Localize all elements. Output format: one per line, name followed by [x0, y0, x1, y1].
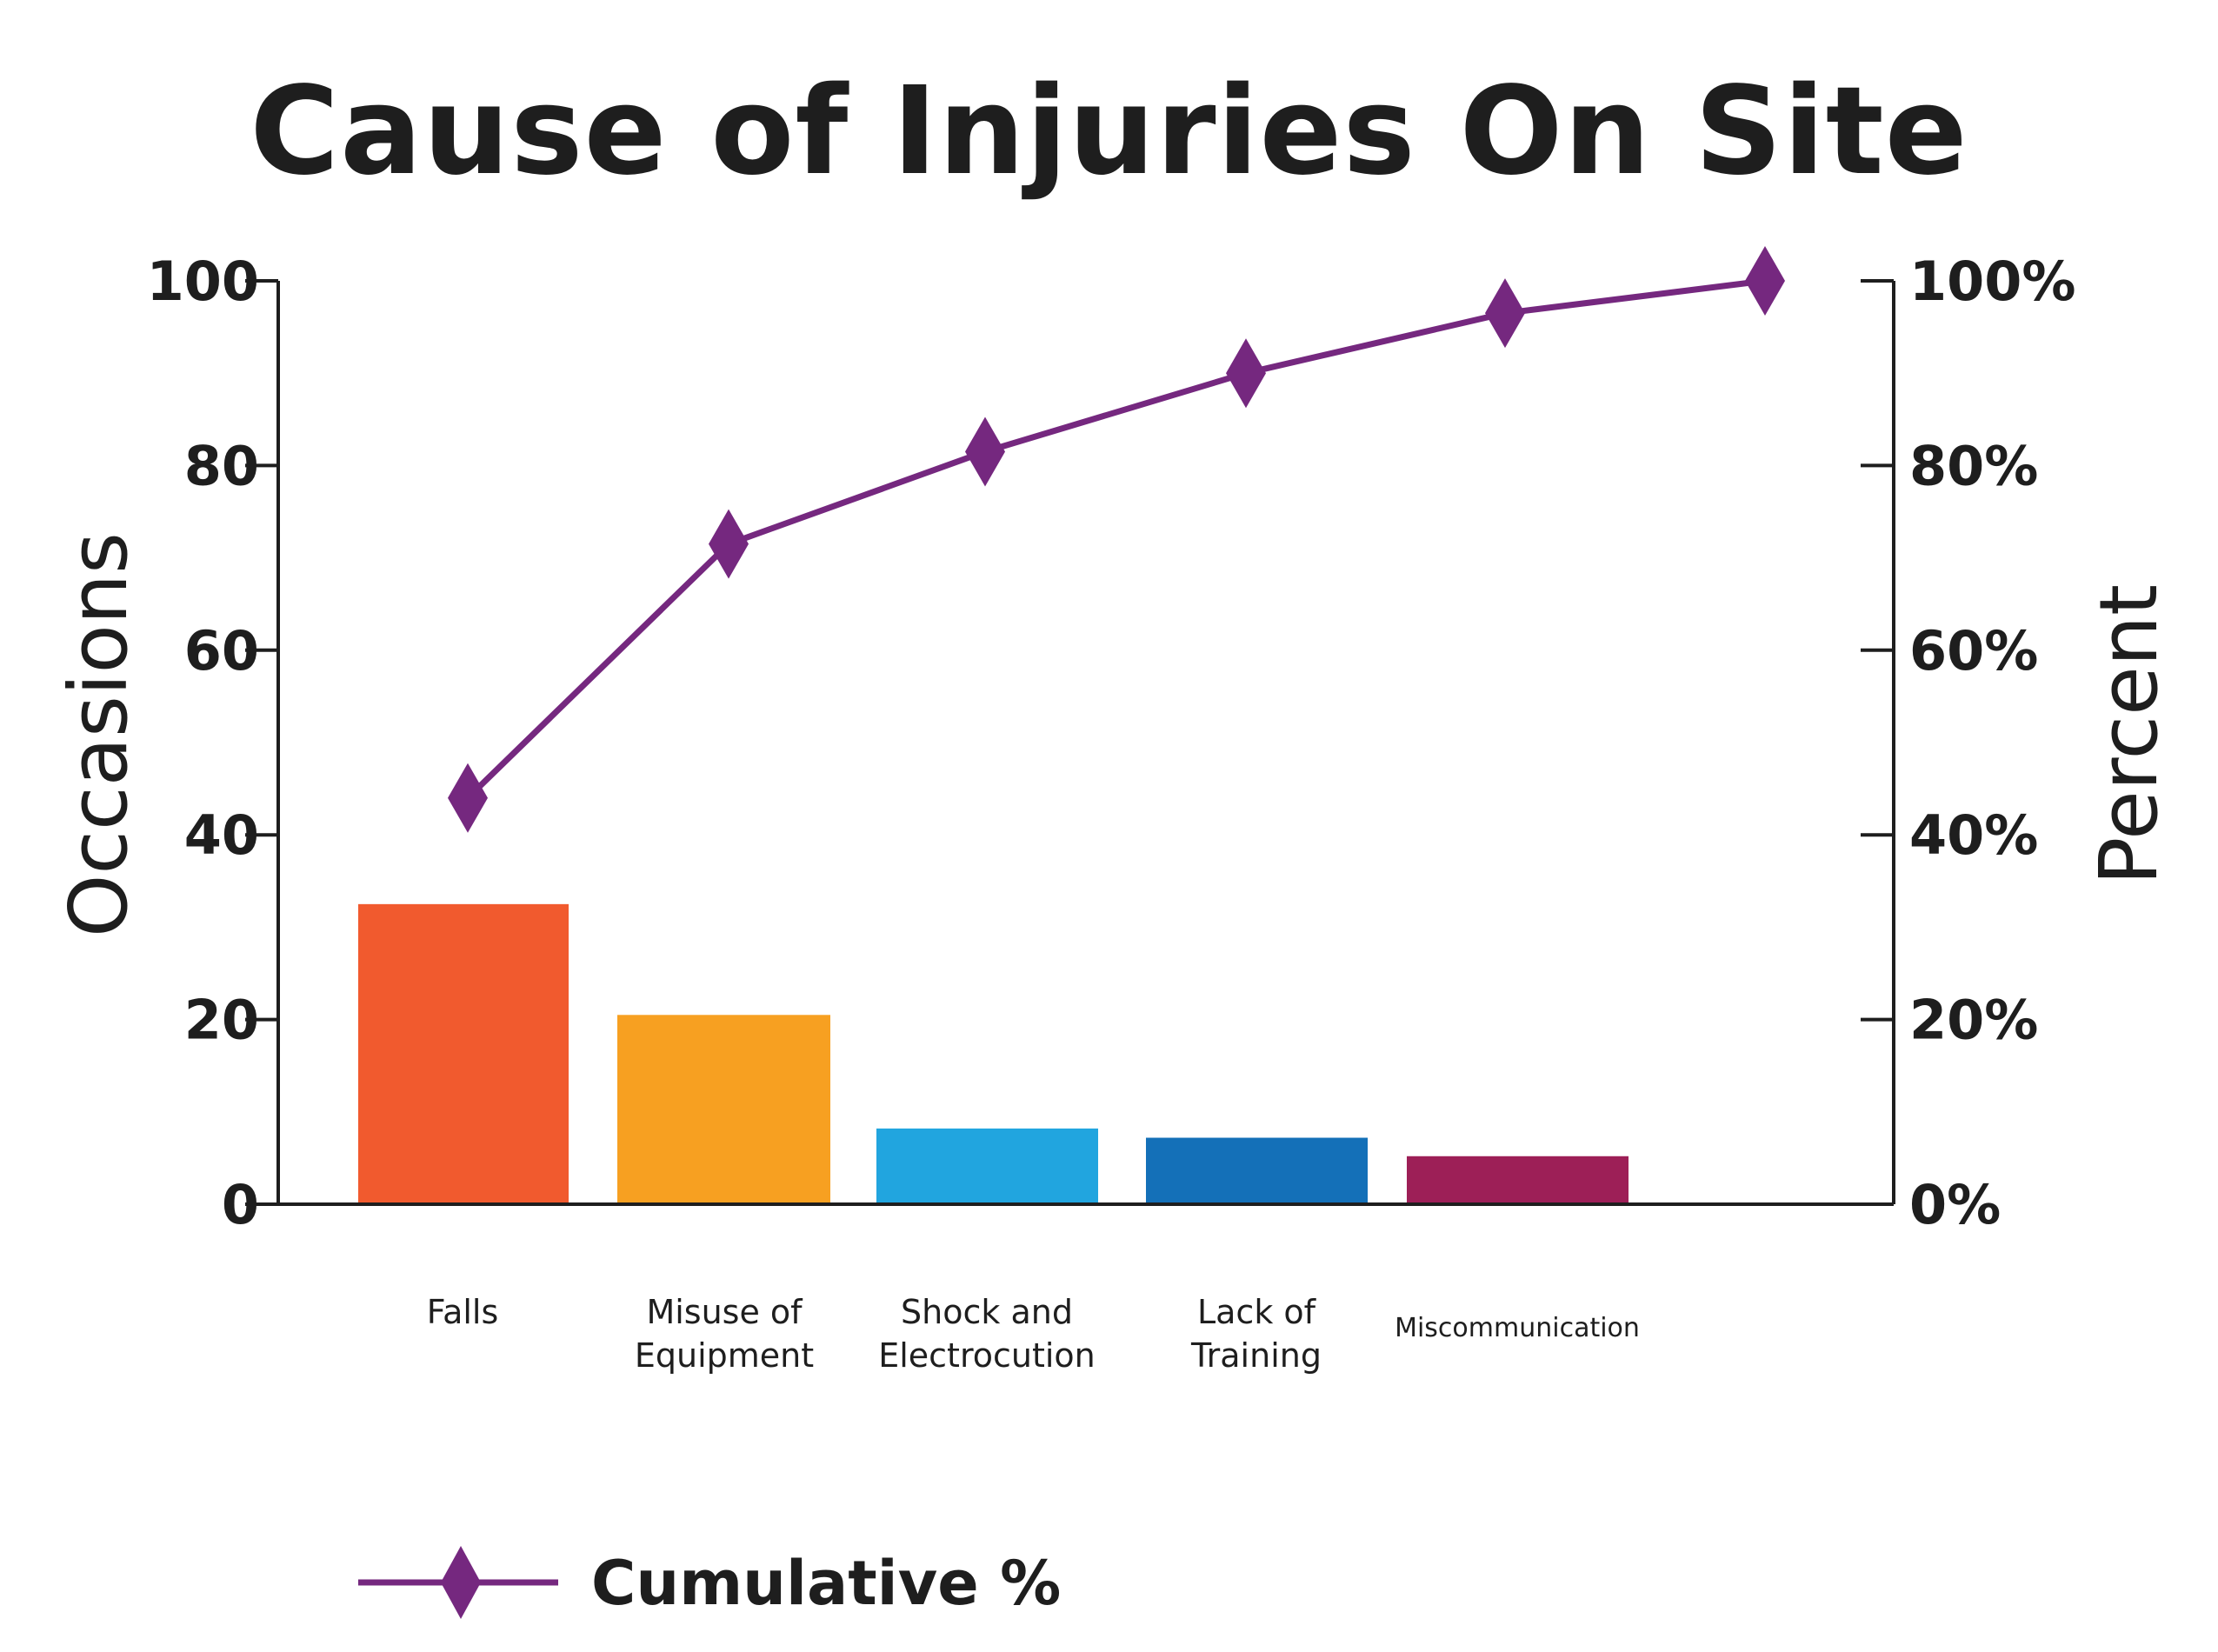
cumulative-line — [465, 277, 1766, 801]
y-tick-label-right: 20% — [1909, 989, 2038, 1052]
y-axis-title-left: Occasions — [52, 532, 145, 937]
bar-lack-of-training — [1146, 1137, 1368, 1204]
bar-shock-and-electrocution — [876, 1128, 1098, 1204]
x-category-label: Shock and Electrocution — [878, 1293, 1096, 1375]
y-tick-label-right: 40% — [1909, 803, 2038, 867]
y-tick-label-right: 100% — [1909, 250, 2076, 313]
y-tick-label-left: 40 — [184, 803, 259, 867]
cumulative-point-marker — [965, 416, 1005, 487]
y-tick-label-left: 20 — [184, 989, 259, 1052]
x-category-label: Miscommunication — [1395, 1313, 1640, 1343]
y-tick-label-left: 80 — [184, 434, 259, 497]
y-tick-label-left: 60 — [184, 619, 259, 683]
x-category-label: Lack of Training — [1190, 1293, 1322, 1375]
axes-group — [276, 281, 1895, 1206]
y-tick-label-right: 80% — [1909, 434, 2038, 497]
cumulative-point-marker — [448, 763, 488, 833]
x-category-label: Misuse of Equipment — [635, 1293, 814, 1375]
bars-group — [358, 903, 1629, 1204]
cumulative-point-marker — [1485, 278, 1525, 349]
cumulative-line-group — [448, 246, 1785, 833]
cumulative-point-marker — [1226, 338, 1266, 409]
x-category-label: Falls — [427, 1293, 499, 1331]
legend-label: Cumulative % — [591, 1548, 1061, 1619]
bar-miscommunication — [1407, 1156, 1629, 1204]
ticks-group: 0 0% 20 20% 40 40% 60 60% 80 80% 100 100% — [147, 250, 2076, 1236]
y-tick-label-left: 0 — [222, 1173, 259, 1236]
bar-falls — [358, 903, 569, 1204]
category-labels-group: Falls Misuse of Equipment Shock and Electroc… — [427, 1293, 1640, 1375]
y-tick-label-left: 100 — [147, 250, 259, 313]
legend-diamond-marker — [441, 1546, 481, 1619]
bar-misuse-of-equipment — [617, 1015, 830, 1204]
legend: Cumulative % — [358, 1546, 1061, 1619]
cumulative-point-marker — [1745, 246, 1785, 316]
y-tick-label-right: 0% — [1909, 1173, 2001, 1236]
cumulative-point-marker — [709, 509, 749, 579]
y-axis-title-right: Percent — [2082, 584, 2175, 885]
chart-title: Cause of Injuries On Site — [250, 61, 1968, 203]
y-tick-label-right: 60% — [1909, 619, 2038, 683]
